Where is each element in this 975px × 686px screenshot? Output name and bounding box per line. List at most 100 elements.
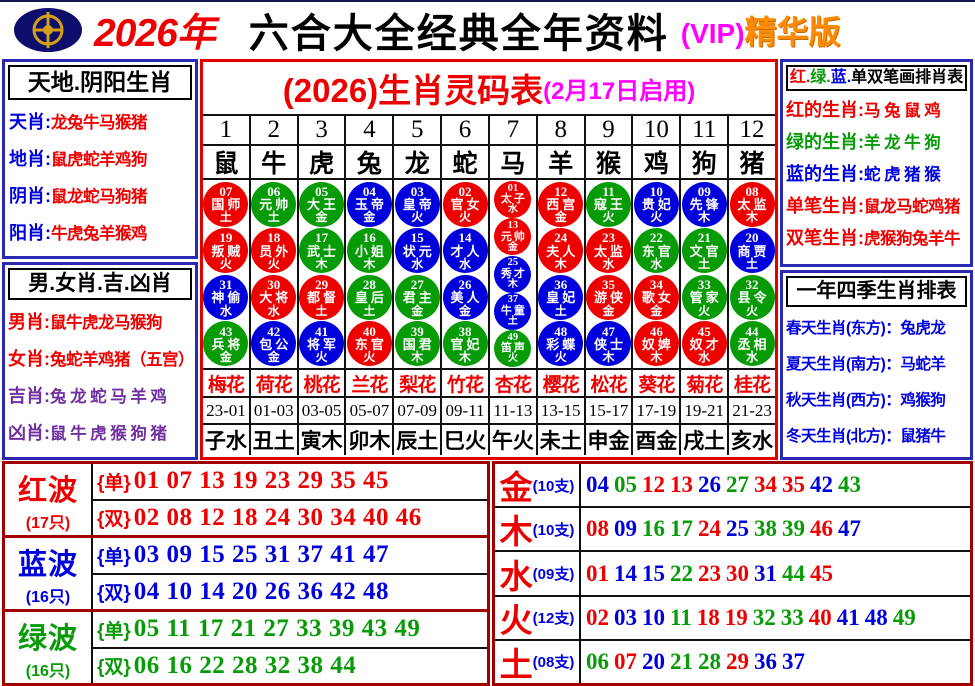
- panel-row-value: 鼠龙蛇马狗猪: [51, 187, 148, 206]
- wave-numbers: 04 10 14 20 26 36 42 48: [133, 577, 390, 605]
- panel-title-part: 绿.: [810, 69, 831, 86]
- number-ball: 44 丞相水: [729, 321, 775, 367]
- ball-slot: 04 玉帝金: [346, 181, 392, 228]
- element-row: 火 (12支) 02 03 10 11 18 19 32 33 40 41 48 49: [495, 596, 970, 641]
- ball-element: 水: [507, 204, 518, 216]
- earthly-branch: 子水: [204, 430, 247, 453]
- number-ball: 10 贵妃火: [633, 181, 679, 227]
- panel-row-value: 蛇 虎 猪 猴: [864, 165, 941, 184]
- ball-element: 木: [602, 350, 615, 365]
- panel-row: 天肖: 龙兔牛马猴猪: [5, 102, 195, 139]
- number-ball: 29 都督土: [299, 274, 345, 320]
- panel-row: 春天生肖(东方)：兔虎龙: [783, 309, 970, 345]
- ball-stack: 10 贵妃火 22 东官水 34 歌女金 46 奴婢木: [633, 180, 680, 371]
- ball-title: 国君: [402, 336, 435, 352]
- ball-slot: 29 都督土: [299, 274, 345, 321]
- ball-number: 07: [219, 183, 233, 199]
- wave-name: 蓝波: [17, 548, 78, 581]
- element-number: 26: [698, 472, 721, 498]
- ball-number: 17: [315, 230, 329, 246]
- element-number: 28: [698, 648, 721, 674]
- panel-row: 单笔生肖: 鼠龙马蛇鸡猪: [783, 189, 970, 221]
- panel-row: 夏天生肖(南方)：马蛇羊: [783, 345, 970, 381]
- wave-numbers: 01 07 13 19 23 29 35 45: [133, 467, 390, 495]
- earthly-branch: 巳火: [444, 430, 487, 453]
- earthly-branch: 申金: [587, 430, 630, 453]
- ball-slot: 31 神偷水: [203, 274, 249, 321]
- panel-row: 男肖: 鼠牛虎龙马猴狗: [5, 302, 195, 339]
- wave-group: 蓝波 (16只) {单} 03 09 15 25 31 37 41 47 {双} 04 1…: [5, 538, 487, 612]
- panel-heaven-earth-yinyang: 天地.阴阳生肖 天肖: 龙兔牛马猴猪 地肖: 鼠虎蛇羊鸡狗 阴肖: 鼠龙蛇马狗猪 阳肖: 牛虎…: [2, 59, 198, 259]
- earthly-branch: 戌土: [683, 430, 726, 453]
- column-number: 8: [537, 116, 584, 146]
- ball-slot: 26 美人金: [442, 274, 488, 321]
- wave-name: 红波: [17, 474, 78, 507]
- ball-slot: 45 奴才水: [681, 321, 727, 368]
- ball-title: 笛声: [500, 342, 527, 355]
- ball-title: 皇妃: [546, 290, 579, 306]
- ball-element: 木: [746, 210, 759, 225]
- ball-slot: 48 彩蝶火: [538, 321, 584, 368]
- ball-element: 火: [315, 350, 328, 365]
- hour-range: 17-19: [633, 398, 680, 425]
- number-ball: 23 太监水: [586, 228, 632, 274]
- ball-number: 39: [410, 323, 424, 339]
- ball-title: 官妃: [450, 336, 483, 352]
- ball-element: 金: [267, 350, 280, 365]
- panel-row-label: 蓝的生肖:: [786, 163, 864, 184]
- vip-badge: (VIP)精华版: [681, 7, 841, 53]
- ball-title: 管家: [689, 290, 722, 306]
- ball-title: 皇帝: [402, 197, 435, 213]
- number-ball: 15 状元水: [394, 228, 440, 274]
- ball-element: 金: [507, 241, 518, 253]
- ball-slot: 30 大将水: [251, 274, 297, 321]
- ball-number: 08: [745, 183, 759, 199]
- ball-stack: 12 西宫金 24 夫人木 36 皇妃土 48 彩蝶火: [537, 180, 584, 371]
- ball-slot: 03 皇帝火: [394, 181, 440, 228]
- zodiac-name: 鸡: [633, 146, 680, 180]
- element-number: 23: [698, 560, 721, 586]
- panel-row: 地肖: 鼠虎蛇羊鸡狗: [5, 139, 195, 176]
- element-number: 06: [586, 648, 609, 674]
- earthly-branch: 寅木: [300, 430, 343, 453]
- panel-title-part: 蓝.: [830, 69, 852, 86]
- ball-element: 水: [459, 256, 472, 271]
- ball-element: 土: [698, 256, 711, 271]
- number-ball: 19 叛贼火: [203, 228, 249, 274]
- number-ball: 14 才人水: [442, 228, 488, 274]
- ball-stack: 08 太监木 20 商贾土 32 县令火 44 丞相水: [729, 180, 775, 371]
- ball-title: 东官: [641, 243, 674, 259]
- element-number: 43: [838, 472, 861, 498]
- column-number: 2: [250, 116, 297, 146]
- zodiac-name: 羊: [537, 146, 584, 180]
- element-number: 39: [782, 516, 805, 542]
- ball-title: 君主: [402, 290, 435, 306]
- number-ball: 30 大将水: [251, 274, 297, 320]
- earthly-branch: 辰土: [396, 430, 439, 453]
- ball-slot: 06 元帅土: [251, 181, 297, 228]
- ball-element: 火: [363, 350, 376, 365]
- hour-range: 15-17: [585, 398, 632, 425]
- parity-tag: {双}: [97, 657, 131, 679]
- ball-title: 包公: [259, 336, 292, 352]
- number-ball: 02 官女火: [442, 181, 488, 227]
- ball-slot: 21 文官土: [681, 228, 727, 275]
- ball-number: 34: [649, 277, 663, 293]
- zodiac-name: 猪: [729, 146, 775, 180]
- ball-stack: 07 国师土 19 叛贼火 31 神偷水 43 兵将金: [203, 180, 249, 371]
- element-count: (10支): [532, 521, 575, 539]
- element-count: (10支): [532, 477, 575, 495]
- ball-element: 火: [746, 303, 759, 318]
- wave-odd-row: {单} 05 11 17 21 27 33 39 43 49: [93, 612, 487, 649]
- ball-title: 大将: [259, 290, 292, 306]
- ball-element: 金: [459, 303, 472, 318]
- column-number: 7: [489, 116, 536, 146]
- panel-row-label: 吉肖:: [8, 385, 50, 406]
- element-name: 火: [499, 601, 533, 639]
- earthly-branch: 丑土: [252, 430, 295, 453]
- hour-range: 23-01: [203, 398, 249, 425]
- zodiac-column: 6 蛇 02 官女火 14 才人水 26 美人金 38 官妃木竹花 09-11 巳火: [442, 116, 490, 455]
- ball-stack: 06 元帅土 18 员外火 30 大将水 42 包公金: [250, 180, 297, 371]
- number-ball: 09 先锋木: [681, 181, 727, 227]
